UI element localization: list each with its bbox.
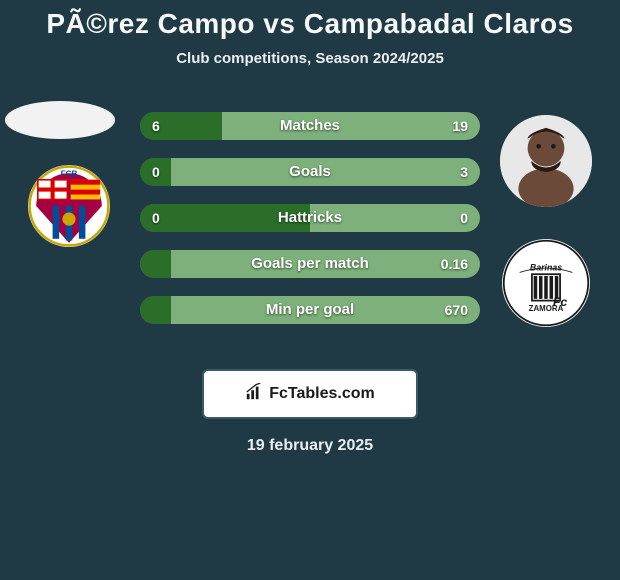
svg-text:Fc: Fc [553, 295, 568, 309]
stat-value-right: 19 [452, 112, 468, 140]
svg-text:FCB: FCB [61, 169, 78, 178]
stat-value-right: 670 [445, 296, 468, 324]
player-silhouette-icon [500, 115, 592, 207]
comparison-card: PÃ©rez Campo vs Campabadal Claros Club c… [0, 0, 620, 580]
page-title: PÃ©rez Campo vs Campabadal Claros [0, 0, 620, 40]
stat-label: Goals per match [140, 250, 480, 278]
stat-row: 0Hattricks0 [140, 204, 480, 232]
zamora-badge-icon: Barinas ZAMORA Fc [502, 239, 590, 327]
site-badge[interactable]: FcTables.com [202, 369, 418, 419]
player-left-avatar [5, 101, 115, 139]
stat-value-right: 0.16 [441, 250, 468, 278]
player-right-avatar [500, 115, 592, 207]
stat-row: Goals per match0.16 [140, 250, 480, 278]
fcb-badge-icon: FCB [28, 165, 110, 247]
stat-label: Hattricks [140, 204, 480, 232]
content-area: FCB Barinas [0, 97, 620, 357]
footer-date: 19 february 2025 [0, 437, 620, 455]
stat-value-right: 0 [460, 204, 468, 232]
svg-text:Barinas: Barinas [530, 263, 562, 273]
stat-bars: 6Matches190Goals30Hattricks0Goals per ma… [140, 112, 480, 342]
stat-label: Matches [140, 112, 480, 140]
stat-value-right: 3 [460, 158, 468, 186]
chart-icon [245, 383, 263, 406]
stat-row: Min per goal670 [140, 296, 480, 324]
stat-label: Min per goal [140, 296, 480, 324]
club-right-badge: Barinas ZAMORA Fc [502, 239, 590, 327]
site-name: FcTables.com [269, 385, 375, 403]
stat-row: 0Goals3 [140, 158, 480, 186]
club-left-badge: FCB [28, 165, 110, 247]
stat-label: Goals [140, 158, 480, 186]
page-subtitle: Club competitions, Season 2024/2025 [0, 50, 620, 67]
stat-row: 6Matches19 [140, 112, 480, 140]
